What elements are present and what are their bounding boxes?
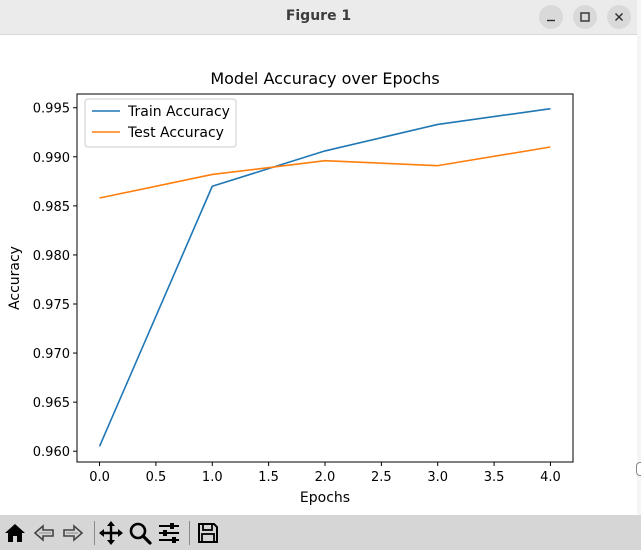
home-icon (5, 524, 25, 542)
y-tick-label: 0.995 (33, 102, 70, 117)
forward-button[interactable] (60, 520, 86, 546)
chart-svg: Model Accuracy over Epochs 0.0 0.5 1.0 1.5 2… (7, 69, 574, 506)
back-arrow-icon (33, 524, 54, 542)
forward-arrow-icon (63, 524, 84, 542)
y-tick-label: 0.965 (33, 396, 70, 411)
toolbar-separator (189, 521, 190, 545)
x-tick-label: 4.0 (540, 470, 561, 485)
pan-button[interactable] (98, 520, 124, 546)
y-tick-label: 0.985 (33, 200, 70, 215)
home-button[interactable] (2, 520, 28, 546)
close-button[interactable] (607, 5, 631, 29)
window-title: Figure 1 (285, 8, 352, 24)
x-tick-label: 3.5 (484, 470, 505, 485)
x-axis-label: Epochs (300, 490, 350, 506)
minimize-icon (547, 19, 555, 22)
toolbar-separator (94, 521, 95, 545)
x-tick-label: 1.5 (258, 470, 279, 485)
legend-box (84, 98, 237, 148)
chart-title: Model Accuracy over Epochs (210, 69, 439, 88)
pan-icon (99, 521, 123, 545)
legend: Train Accuracy Test Accuracy (84, 98, 237, 148)
close-icon (615, 13, 623, 21)
y-tick-label: 0.975 (33, 298, 70, 313)
x-tick-label: 1.0 (202, 470, 223, 485)
x-tick-label: 2.5 (371, 470, 392, 485)
maximize-icon (580, 12, 590, 22)
legend-label-train: Train Accuracy (127, 104, 230, 120)
y-tick-label: 0.960 (33, 445, 70, 460)
series-line-train (98, 107, 551, 447)
series-line-test (99, 146, 551, 199)
configure-subplots-icon (159, 523, 179, 543)
x-tick-label: 0.0 (89, 470, 110, 485)
x-tick-label: 3.0 (427, 470, 448, 485)
title-bar[interactable]: Figure 1 (0, 0, 637, 35)
zoom-icon (129, 522, 152, 545)
x-tick-label: 0.5 (146, 470, 167, 485)
navigation-toolbar (0, 515, 641, 550)
maximize-button[interactable] (573, 5, 597, 29)
plot-area-frame (76, 93, 574, 463)
back-button[interactable] (31, 520, 57, 546)
y-axis-label: Accuracy (7, 246, 23, 310)
figure-canvas[interactable]: Model Accuracy over Epochs 0.0 0.5 1.0 1.5 2… (0, 35, 637, 515)
resize-handle[interactable] (636, 462, 641, 476)
minimize-button[interactable] (539, 5, 563, 29)
save-button[interactable] (195, 520, 221, 546)
configure-subplots-button[interactable] (156, 520, 182, 546)
y-tick-label: 0.990 (33, 151, 70, 166)
zoom-button[interactable] (127, 520, 153, 546)
series-group (98, 107, 551, 447)
x-axis: 0.0 0.5 1.0 1.5 2.0 2.5 3.0 3.5 4.0 (89, 462, 561, 485)
x-tick-label: 2.0 (315, 470, 336, 485)
y-axis: 0.960 0.965 0.970 0.975 0.980 0.985 0.990 0.995 (33, 102, 77, 460)
legend-label-test: Test Accuracy (127, 125, 224, 141)
y-tick-label: 0.980 (33, 249, 70, 264)
y-tick-label: 0.970 (33, 347, 70, 362)
save-icon (198, 523, 218, 543)
